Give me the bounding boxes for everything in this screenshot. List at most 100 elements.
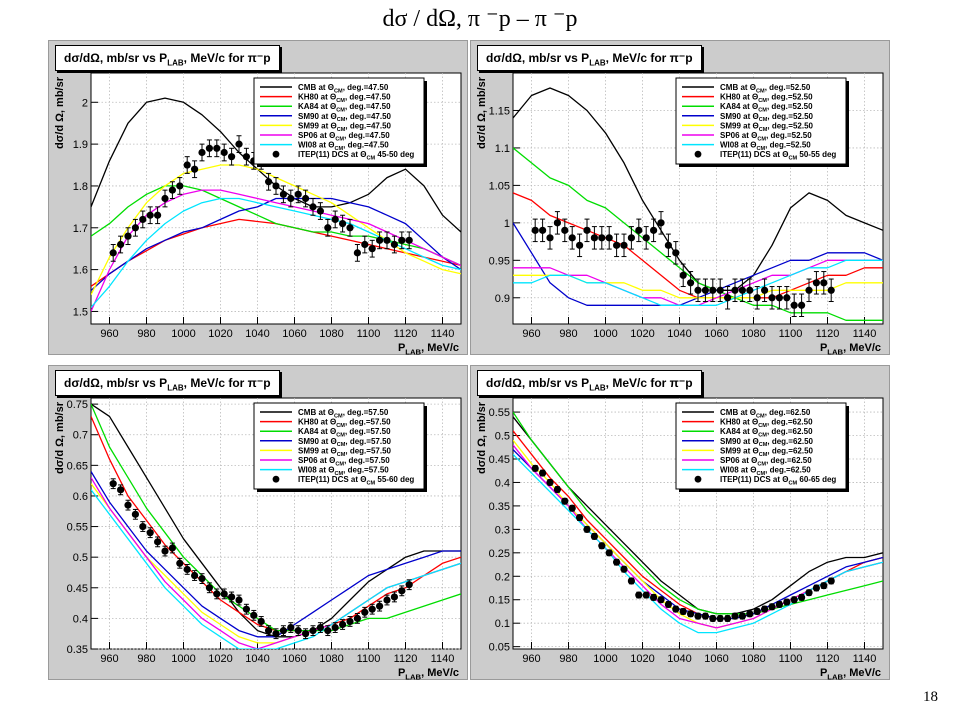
data-point [820, 271, 828, 295]
data-point [657, 211, 665, 235]
x-tick-label: 1120 [816, 328, 840, 340]
chart-panel-top-left: 960 980 1000 1020 1040 1060 1080 1100 1120 1140 1.… [48, 40, 468, 356]
y-axis-label: dσ/d Ω, mb/sr [476, 401, 488, 474]
data-point [331, 210, 339, 229]
legend-marker [694, 475, 702, 483]
y-tick-label: 0.55 [67, 522, 88, 534]
data-point [746, 610, 754, 618]
chart-svg: 960 980 1000 1020 1040 1060 1080 1100 1120 1140 0.… [476, 397, 884, 681]
data-point [265, 172, 273, 191]
x-tick-label: 1100 [357, 653, 381, 665]
data-point [390, 591, 398, 603]
x-tick-label: 1100 [357, 328, 381, 340]
data-point [191, 160, 199, 179]
legend-entry: KH80 at ΘCM, deg.=57.50 [298, 418, 391, 429]
data-point [161, 189, 169, 208]
data-point [250, 609, 258, 621]
data-point [220, 143, 228, 162]
data-point [287, 622, 295, 633]
series-line-wi08 [91, 489, 461, 649]
y-tick-label: 1 [504, 218, 510, 230]
legend-entry: SM99 at ΘCM, deg.=52.50 [720, 121, 814, 132]
legend-entry: ITEP(11) DCS at ΘCM 50-55 deg [720, 150, 836, 161]
data-point [287, 189, 295, 208]
data-point [346, 616, 354, 627]
data-point [539, 218, 547, 243]
data-point [176, 557, 184, 569]
y-tick-label: 0.15 [489, 595, 510, 607]
data-point [679, 263, 687, 288]
x-tick-label: 1000 [593, 653, 617, 665]
x-tick-label: 1040 [667, 653, 691, 665]
data-point [775, 286, 783, 310]
data-point [642, 226, 650, 250]
x-tick-label: 1060 [282, 328, 306, 340]
data-point [553, 211, 561, 235]
data-point [561, 497, 569, 505]
x-tick-label: 980 [559, 653, 577, 665]
data-point [731, 278, 739, 303]
y-tick-label: 0.3 [495, 524, 510, 536]
data-point [383, 231, 391, 250]
data-point [664, 600, 672, 609]
data-point [731, 612, 739, 620]
data-point [316, 202, 324, 220]
data-point [709, 278, 717, 303]
data-point [539, 469, 547, 477]
x-tick-label: 1060 [704, 328, 728, 340]
y-axis-label: dσ/d Ω, mb/sr [54, 401, 66, 474]
x-tick-label: 1080 [319, 653, 343, 665]
legend-entry: SM90 at ΘCM, deg.=62.50 [720, 437, 814, 448]
data-point [568, 504, 576, 512]
x-tick-label: 960 [522, 328, 540, 340]
data-point [183, 156, 191, 174]
data-point [687, 271, 695, 295]
x-tick-label: 1140 [431, 328, 455, 340]
x-tick-label: 1000 [593, 328, 617, 340]
data-point [805, 589, 813, 597]
data-point [117, 235, 125, 254]
x-tick-label: 1040 [667, 328, 691, 340]
legend-entry: SM99 at ΘCM, deg.=62.50 [720, 446, 814, 457]
y-tick-label: 0.25 [489, 548, 510, 560]
data-point [316, 622, 324, 633]
data-point [242, 603, 250, 615]
data-point [583, 525, 591, 533]
data-point [168, 181, 176, 199]
data-point [650, 218, 658, 243]
data-point [590, 532, 598, 541]
data-point [339, 619, 347, 630]
data-point [324, 625, 332, 637]
legend-entry: SP06 at ΘCM, deg.=62.50 [720, 456, 812, 467]
chart-svg: 960 980 1000 1020 1040 1060 1080 1100 1120 1140 1.… [54, 72, 462, 356]
legend-entry: SM99 at ΘCM, deg.=47.50 [298, 121, 392, 132]
data-point [635, 218, 643, 243]
x-tick-label: 1120 [394, 328, 418, 340]
y-tick-label: 0.05 [489, 642, 510, 654]
curves [513, 87, 883, 321]
data-point [353, 244, 361, 262]
data-point [139, 210, 147, 229]
y-tick-label: 0.5 [73, 552, 88, 564]
chart-panel-top-right: 960 980 1000 1020 1040 1060 1080 1100 1120 1140 0.… [470, 40, 890, 356]
data-point [168, 542, 176, 554]
data-point [790, 596, 798, 604]
data-point [361, 235, 369, 254]
chart-title: dσ/dΩ, mb/sr vs PLAB, MeV/c for π⁻p [55, 370, 280, 396]
data-point [376, 231, 384, 250]
data-point [131, 508, 139, 520]
data-point [109, 478, 117, 490]
data-point [198, 143, 206, 162]
x-axis-label: PLAB, MeV/c [398, 667, 459, 681]
data-point [398, 231, 406, 250]
data-point [309, 198, 317, 216]
data-point [827, 577, 835, 585]
y-tick-label: 0.5 [495, 431, 510, 443]
legend-entry: WI08 at ΘCM, deg.=47.50 [298, 141, 389, 152]
data-point [761, 605, 769, 613]
data-point [117, 484, 125, 496]
data-point [687, 610, 695, 618]
chart-title: dσ/dΩ, mb/sr vs PLAB, MeV/c for π⁻p [55, 45, 280, 71]
data-point [783, 286, 791, 310]
legend-entry: SM99 at ΘCM, deg.=57.50 [298, 446, 392, 457]
